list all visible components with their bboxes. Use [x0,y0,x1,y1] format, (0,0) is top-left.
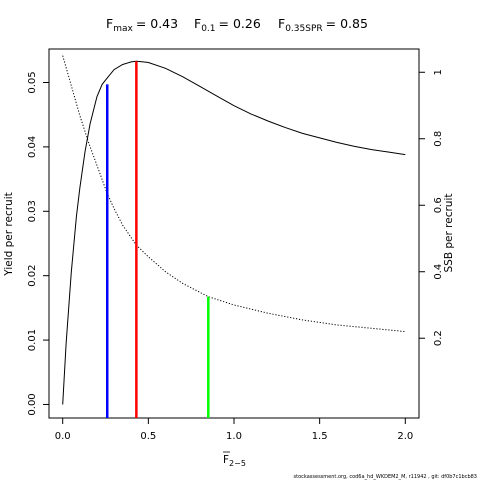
y-left-tick-label: 0.01 [27,329,38,351]
x-axis-title: F2−5 [223,454,246,468]
series-layer [62,55,406,405]
plot-frame [48,48,420,419]
title-f035spr: F0.35SPR = 0.85 [278,16,368,34]
y-right-tick-label: 0.4 [433,264,444,280]
y-right-tick-label: 0.2 [433,330,444,346]
y-left-tick-label: 0.04 [27,136,38,158]
y-right-tick-label: 0.8 [433,131,444,147]
chart-title: Fmax = 0.43 F0.1 = 0.26 F0.35SPR = 0.85 [106,16,368,34]
yield-per-recruit-curve [62,60,406,405]
y-axis-left: 0.00 0.01 0.02 0.03 0.04 0.05 [27,71,49,416]
footnote: stockassessment.org, cod6a_hd_WKDEM2_M, … [294,474,477,480]
y-left-tick-label: 0.00 [27,393,38,415]
x-tick-label: 1.0 [226,431,242,442]
y-right-tick-label: 0.6 [433,197,444,213]
x-axis: 0.0 0.5 1.0 1.5 2.0 [55,418,413,442]
x-tick-label: 2.0 [397,431,413,442]
x-tick-label: 0.0 [55,431,71,442]
x-tick-label: 0.5 [140,431,156,442]
title-f01: F0.1 = 0.26 [194,16,261,34]
y-right-tick-label: 1 [433,69,444,75]
y-left-tick-label: 0.05 [27,71,38,93]
title-fmax: Fmax = 0.43 [106,16,178,34]
reference-lines [105,61,210,418]
y-axis-right-title: SSB per recruit [443,194,455,273]
y-axis-left-title: Yield per recruit [3,192,15,276]
y-left-tick-label: 0.03 [27,200,38,222]
y-axis-right: 0.2 0.4 0.6 0.8 1 [419,69,444,346]
ssb-per-recruit-curve [62,55,406,333]
y-left-tick-label: 0.02 [27,265,38,287]
x-tick-label: 1.5 [312,431,328,442]
